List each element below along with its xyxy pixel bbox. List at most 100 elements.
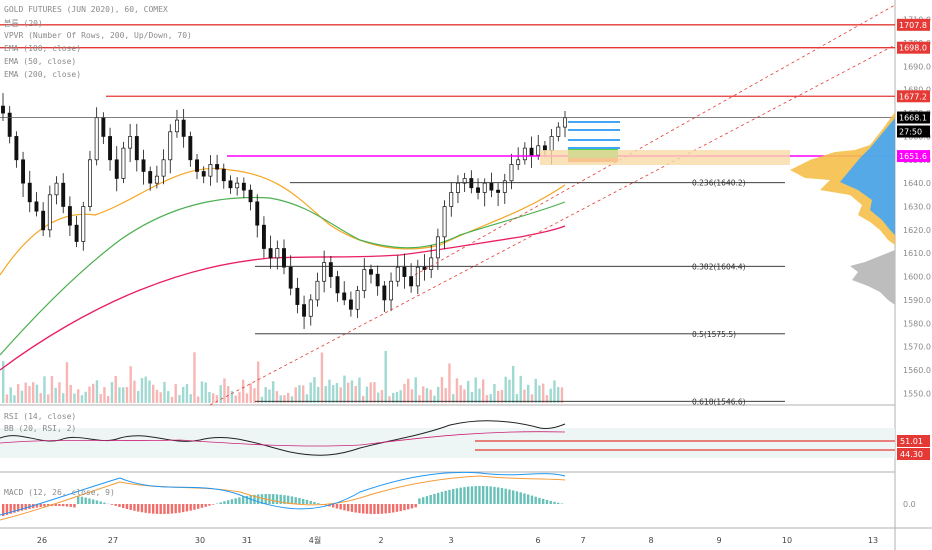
candle-body — [201, 171, 206, 177]
macd-histogram-bar — [350, 504, 354, 512]
candle-body — [415, 266, 420, 287]
macd-histogram-bar — [489, 486, 492, 504]
candle-body — [342, 292, 347, 301]
macd-histogram-bar — [208, 504, 211, 506]
macd-histogram-bar — [215, 503, 219, 504]
date-tick-label: 30 — [195, 536, 205, 545]
candle-body — [328, 262, 333, 277]
volume-bar — [515, 394, 519, 403]
macd-histogram-bar — [163, 504, 166, 514]
macd-histogram-bar — [144, 504, 147, 513]
macd-histogram-bar — [493, 486, 496, 504]
macd-line — [0, 471, 566, 516]
volume-bar — [410, 389, 414, 403]
candle-body — [288, 266, 293, 289]
macd-histogram-bar — [305, 499, 309, 504]
volume-bar — [84, 391, 87, 403]
volume-bar — [223, 378, 226, 403]
macd-histogram-bar — [560, 503, 564, 504]
volume-bar — [290, 396, 294, 403]
volume-bar — [545, 395, 549, 403]
macd-histogram-bar — [257, 494, 260, 504]
volume-bar — [362, 395, 365, 403]
macd-histogram-bar — [9, 504, 12, 514]
candle-body — [302, 304, 307, 317]
candle-body — [362, 269, 367, 291]
macd-histogram-bar — [380, 504, 384, 514]
volume-bar — [354, 385, 357, 403]
candle-body — [295, 287, 300, 305]
macd-histogram-bar — [5, 504, 9, 515]
volume-bar — [95, 380, 99, 403]
candle-body — [241, 182, 246, 191]
macd-histogram-bar — [440, 491, 444, 504]
macd-histogram-bar — [290, 496, 294, 504]
date-tick-label: 7 — [580, 536, 585, 545]
macd-histogram-bar — [114, 504, 117, 506]
candle-body — [154, 175, 159, 184]
volume-bar — [92, 383, 95, 403]
volume-bar — [137, 391, 140, 403]
macd-histogram-bar — [425, 496, 429, 504]
macd-histogram-bar — [77, 496, 80, 504]
volume-bar — [459, 385, 462, 403]
candle-body — [435, 236, 440, 259]
candle-body — [442, 206, 447, 238]
macd-histogram-bar — [253, 494, 256, 504]
volume-bar — [279, 395, 282, 403]
volume-bar — [65, 362, 69, 403]
macd-histogram-bar — [504, 488, 507, 504]
volume-bar — [444, 388, 447, 403]
candle-body — [7, 112, 12, 137]
macd-histogram-bar — [343, 504, 346, 511]
volume-bar — [485, 395, 489, 403]
volume-bar — [560, 387, 564, 403]
volume-bar — [407, 378, 410, 403]
volume-bar — [317, 386, 320, 403]
candle-body — [563, 117, 567, 128]
macd-histogram-bar — [403, 504, 406, 511]
price-label-bg — [897, 111, 930, 124]
candle-body — [529, 147, 534, 156]
macd-histogram-bar — [542, 498, 545, 504]
volume-bar — [324, 386, 327, 403]
macd-histogram-bar — [557, 502, 560, 504]
volume-bar — [107, 395, 110, 403]
price-label: 1707.8 — [899, 21, 927, 30]
candle-body — [41, 210, 46, 231]
macd-histogram-bar — [227, 500, 230, 504]
price-tick-label: 1570.0 — [903, 343, 931, 352]
macd-histogram-bar — [399, 504, 402, 512]
date-tick-label: 6 — [535, 536, 540, 545]
candle-body — [275, 248, 280, 259]
volume-bar — [309, 382, 312, 403]
macd-histogram-bar — [24, 504, 27, 510]
macd-histogram-bar — [2, 504, 5, 516]
macd-histogram-bar — [148, 504, 151, 514]
volume-bar — [80, 395, 84, 403]
volume-bar — [452, 394, 455, 403]
volume-bar — [328, 379, 331, 403]
volume-bar — [215, 395, 219, 403]
volume-bar — [2, 361, 5, 403]
candle-body — [402, 266, 407, 277]
macd-histogram-bar — [452, 489, 455, 504]
candle-body — [181, 119, 186, 137]
macd-histogram-bar — [103, 502, 106, 504]
volume-bar — [178, 395, 181, 403]
macd-histogram-bar — [298, 497, 301, 504]
volume-bar — [332, 385, 335, 403]
macd-histogram-bar — [470, 486, 474, 504]
macd-histogram-bar — [272, 494, 275, 504]
volume-bar — [395, 391, 399, 403]
macd-histogram-bar — [88, 498, 91, 504]
price-label-bg — [897, 18, 930, 31]
candle-body — [375, 273, 380, 287]
trendline-upper — [209, 44, 896, 406]
candle-body — [81, 206, 86, 242]
price-label-bg — [897, 41, 930, 54]
volume-bar — [133, 380, 136, 403]
macd-histogram-bar — [478, 486, 481, 504]
